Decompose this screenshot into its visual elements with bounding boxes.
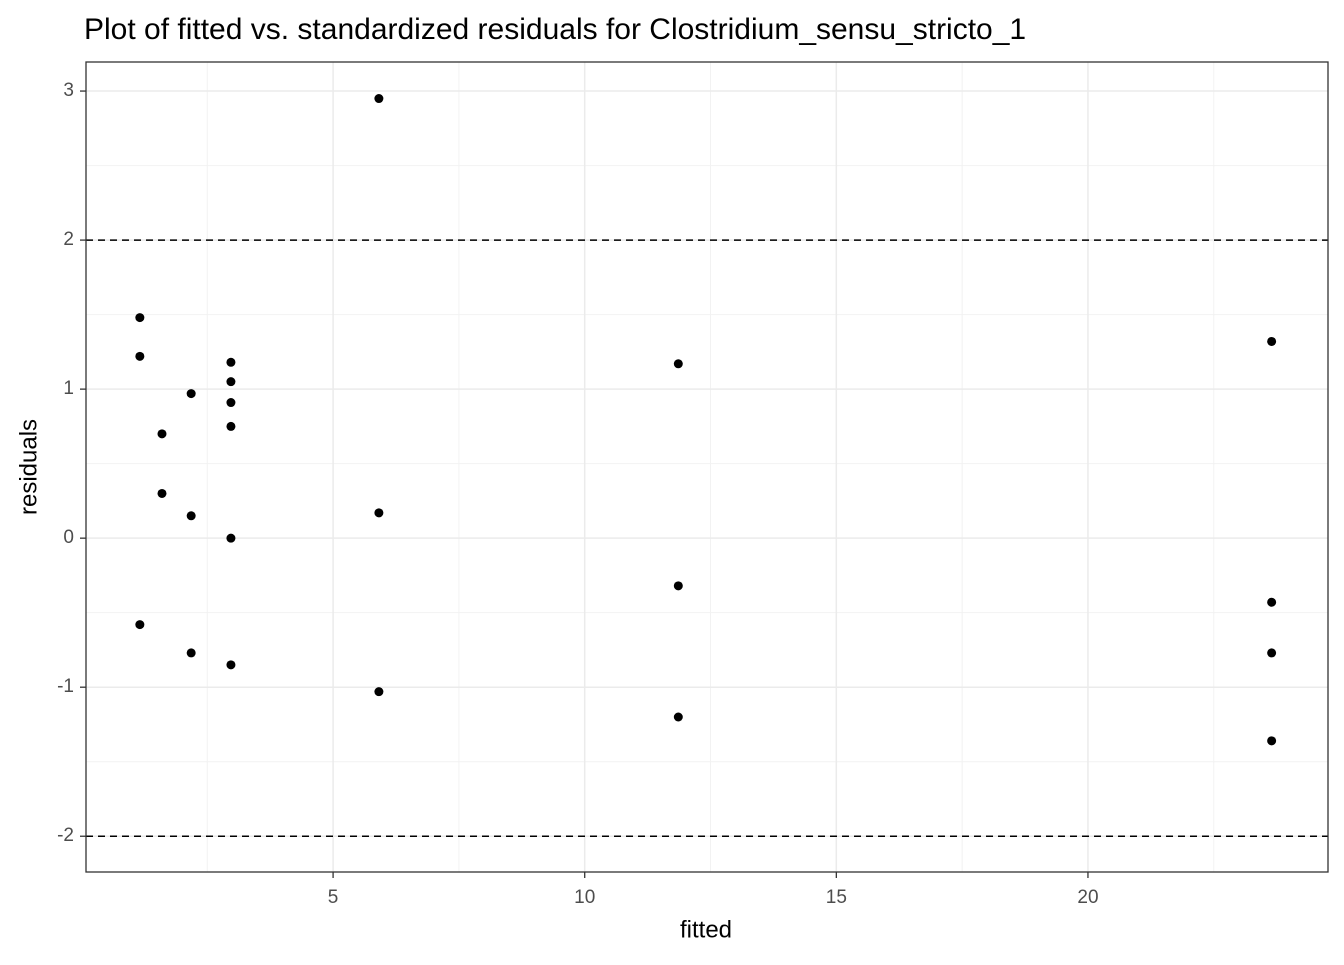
- x-tick-label: 10: [574, 887, 595, 908]
- point: [374, 94, 384, 104]
- point: [374, 508, 384, 518]
- point: [186, 511, 196, 521]
- point: [135, 620, 145, 630]
- y-tick-label: -2: [57, 825, 74, 846]
- y-tick-label: 0: [63, 527, 74, 548]
- point: [673, 581, 683, 591]
- point: [226, 357, 236, 367]
- point: [673, 712, 683, 722]
- point: [1267, 736, 1277, 746]
- point: [226, 421, 236, 431]
- chart-title: Plot of fitted vs. standardized residual…: [84, 13, 1026, 46]
- y-tick-label: -1: [57, 676, 74, 697]
- point: [135, 351, 145, 361]
- point: [226, 398, 236, 408]
- x-tick-label: 15: [826, 887, 847, 908]
- x-tick-label: 5: [328, 887, 339, 908]
- point: [1267, 336, 1277, 346]
- y-axis-label: residuals: [15, 419, 42, 515]
- point: [135, 313, 145, 323]
- point: [673, 359, 683, 369]
- point: [186, 648, 196, 658]
- y-tick-label: 2: [63, 229, 74, 250]
- point: [226, 377, 236, 387]
- y-tick-label: 1: [63, 378, 74, 399]
- point: [226, 533, 236, 543]
- x-axis-label: fitted: [680, 916, 732, 943]
- y-tick-label: 3: [63, 80, 74, 101]
- point: [374, 687, 384, 697]
- point: [1267, 597, 1277, 607]
- point: [226, 660, 236, 670]
- x-tick-label: 20: [1077, 887, 1098, 908]
- point: [1267, 648, 1277, 658]
- panel-border: [85, 61, 1329, 873]
- point: [157, 488, 167, 498]
- point: [186, 389, 196, 399]
- point: [157, 429, 167, 439]
